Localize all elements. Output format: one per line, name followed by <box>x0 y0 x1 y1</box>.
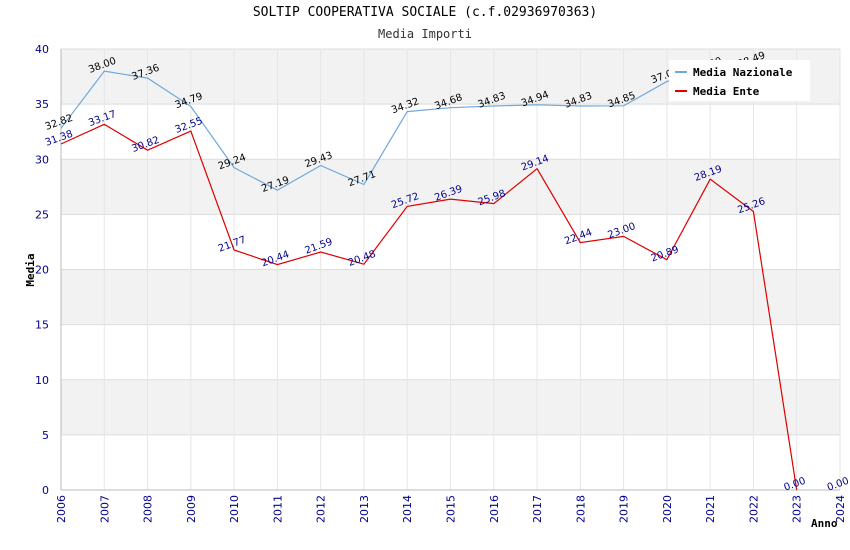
x-axis-title: Anno <box>811 517 838 530</box>
series-line <box>60 123 798 491</box>
data-label: 20.89 <box>650 244 681 264</box>
x-tick-label: 2015 <box>445 495 458 523</box>
x-tick-label: 2007 <box>98 495 111 523</box>
x-tick-label: 2011 <box>271 495 284 523</box>
y-tick-label: 25 <box>35 208 49 221</box>
y-tick-label: 30 <box>35 153 49 166</box>
data-label: 23.00 <box>606 221 637 241</box>
legend: Media Nazionale Media Ente <box>669 60 810 101</box>
x-tick-label: 2020 <box>661 495 674 523</box>
x-tick-label: 2017 <box>531 495 544 523</box>
y-tick-label: 35 <box>35 98 49 111</box>
grid-lines <box>60 48 841 491</box>
legend-box <box>669 60 810 101</box>
x-tick-label: 2013 <box>358 495 371 523</box>
chart-subtitle: Media Importi <box>378 27 472 41</box>
x-tick-label: 2019 <box>618 495 631 523</box>
chart-title: SOLTIP COOPERATIVA SOCIALE (c.f.02936970… <box>252 5 598 20</box>
y-axis-ticks: 0 5 10 15 20 25 30 35 40 <box>35 43 49 497</box>
y-tick-label: 10 <box>35 374 49 387</box>
x-tick-label: 2009 <box>185 495 198 523</box>
x-tick-label: 2023 <box>791 495 804 523</box>
y-tick-label: 20 <box>35 264 49 277</box>
x-axis-ticks: 2006 2007 2008 2009 2010 2011 2012 2013 2014 2015… <box>55 495 847 523</box>
data-label: 20.44 <box>260 249 291 269</box>
x-tick-label: 2022 <box>747 495 760 523</box>
data-label: 21.59 <box>303 237 334 257</box>
legend-entry: Media Ente <box>693 85 760 98</box>
x-tick-label: 2008 <box>142 495 155 523</box>
series-group <box>60 65 798 491</box>
data-label: 22.44 <box>563 227 594 247</box>
y-tick-label: 40 <box>35 43 49 56</box>
x-tick-label: 2010 <box>228 495 241 523</box>
y-tick-label: 15 <box>35 319 49 332</box>
x-tick-label: 2021 <box>704 495 717 523</box>
data-label: 0.00 <box>783 476 808 494</box>
data-label: 33.17 <box>87 109 118 129</box>
data-label: 30.82 <box>130 135 161 155</box>
x-tick-label: 2012 <box>315 495 328 523</box>
y-tick-label: 0 <box>42 484 49 497</box>
x-tick-label: 2018 <box>574 495 587 523</box>
y-axis-title: Media <box>24 253 37 286</box>
data-label: 21.77 <box>217 235 248 255</box>
x-tick-label: 2024 <box>834 495 847 523</box>
x-tick-label: 2014 <box>401 495 414 523</box>
x-tick-label: 2006 <box>55 495 68 523</box>
x-tick-label: 2016 <box>488 495 501 523</box>
data-label: 20.48 <box>347 249 378 269</box>
legend-entry: Media Nazionale <box>693 66 793 79</box>
data-label: 32.55 <box>174 116 205 136</box>
data-label: 0.00 <box>826 476 850 494</box>
y-tick-label: 5 <box>42 429 49 442</box>
series-line <box>60 65 754 191</box>
